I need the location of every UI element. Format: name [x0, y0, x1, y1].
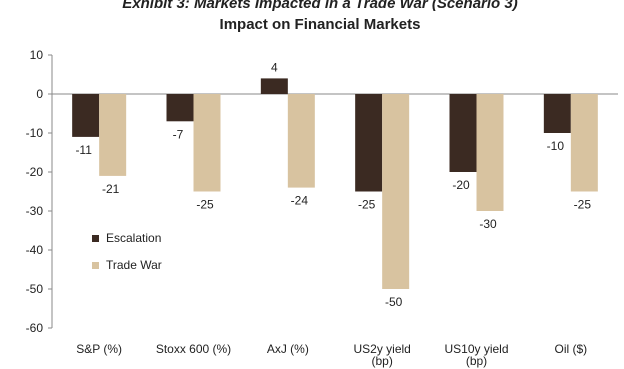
y-tick-label: -10	[26, 126, 44, 140]
x-category-label: AxJ (%)	[267, 342, 309, 356]
data-label-escalation: -7	[173, 127, 184, 141]
x-category-label: US2y yield	[353, 342, 410, 356]
y-tick-label: -50	[26, 282, 44, 296]
data-label-escalation: -11	[75, 143, 92, 157]
bar-escalation	[166, 94, 194, 122]
data-label-escalation: -20	[452, 178, 470, 192]
bar-escalation	[260, 78, 288, 94]
y-tick-label: -20	[26, 165, 44, 179]
data-label-trade-war: -25	[196, 198, 214, 212]
bars	[72, 78, 598, 289]
bar-trade-war	[287, 94, 315, 188]
legend: Escalation Trade War	[92, 231, 162, 272]
y-tick-label: -40	[26, 243, 44, 257]
legend-swatch	[92, 262, 99, 269]
y-tick-label: 0	[36, 87, 43, 101]
x-category-label: S&P (%)	[76, 342, 122, 356]
data-label-escalation: -10	[547, 139, 565, 153]
bar-escalation	[355, 94, 383, 192]
data-label-trade-war: -50	[385, 295, 403, 309]
chart-title: Impact on Financial Markets	[220, 16, 421, 33]
legend-label: Escalation	[106, 231, 161, 245]
y-tick-label: 10	[30, 48, 44, 62]
bar-escalation	[449, 94, 477, 172]
y-tick-label: -30	[26, 204, 44, 218]
y-axis: 10 0 -10 -20 -30 -40 -50 -60	[26, 48, 53, 335]
bar-trade-war	[193, 94, 221, 192]
data-label-trade-war: -24	[291, 194, 309, 208]
data-label-trade-war: -30	[479, 217, 497, 231]
category-labels: S&P (%) Stoxx 600 (%) AxJ (%) US2y yield(bp…	[76, 342, 587, 368]
chart-title-partial: Exhibit 3: Markets Impacted in a Trade W…	[122, 0, 517, 12]
data-label-escalation: 4	[271, 60, 278, 74]
x-category-label: Stoxx 600 (%)	[156, 342, 231, 356]
data-label-trade-war: -25	[574, 198, 592, 212]
data-label-trade-war: -21	[102, 182, 120, 196]
bar-trade-war	[570, 94, 598, 192]
y-tick-label: -60	[26, 321, 44, 335]
bar-trade-war	[476, 94, 504, 211]
data-labels: -11 -21 -7 -25 4 -24 -25 -50 -20 -30 -10 -25	[75, 60, 591, 309]
legend-label: Trade War	[106, 258, 162, 272]
data-label-escalation: -25	[358, 198, 376, 212]
bar-escalation	[72, 94, 100, 137]
bar-trade-war	[382, 94, 410, 289]
x-category-label: Oil ($)	[554, 342, 587, 356]
bar-escalation	[543, 94, 571, 133]
x-category-label: US10y yield	[444, 342, 508, 356]
x-category-label: (bp)	[466, 354, 487, 368]
bar-trade-war	[99, 94, 127, 176]
legend-swatch	[92, 235, 99, 242]
x-category-label: (bp)	[371, 354, 392, 368]
